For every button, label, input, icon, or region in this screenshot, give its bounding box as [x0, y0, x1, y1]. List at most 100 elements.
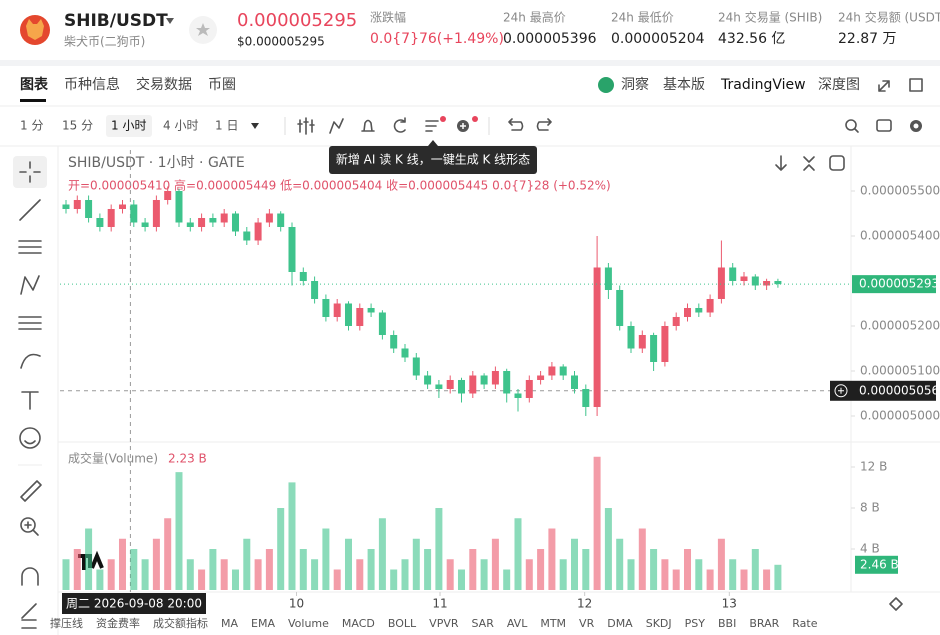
dropdown[interactable] — [166, 18, 174, 24]
indicator[interactable]: SKDJ — [646, 617, 672, 630]
text-tool[interactable] — [21, 391, 39, 410]
ai-kline-icon[interactable] — [425, 120, 439, 132]
candle-body — [175, 190, 183, 223]
volume-bar — [559, 559, 567, 590]
candle-body — [356, 307, 364, 326]
candle-body — [141, 222, 149, 227]
indicator[interactable]: Volume — [288, 617, 329, 630]
indicator[interactable]: BBI — [718, 617, 736, 630]
stat-value: 22.87 万 — [838, 31, 897, 47]
indicator[interactable]: AVL — [507, 617, 528, 630]
volume-tick-label: 8 B — [860, 501, 880, 515]
indicator[interactable]: SAR — [472, 617, 495, 630]
channel-tool[interactable] — [18, 240, 42, 254]
price: 0.000005295 — [237, 10, 357, 31]
tab[interactable]: 币种信息 — [64, 76, 120, 93]
cursor-price-tag — [830, 380, 936, 401]
brush-tool[interactable] — [20, 353, 41, 369]
candle-body — [390, 334, 398, 349]
indicator[interactable]: EMA — [251, 617, 275, 630]
fib-tool[interactable] — [18, 316, 42, 330]
interval[interactable]: 4 小时 — [163, 119, 198, 133]
indicator-menu[interactable] — [21, 619, 37, 629]
collapse-button[interactable] — [803, 156, 815, 171]
indicator[interactable]: Rate — [792, 617, 817, 630]
stat-value: 0.0{7}76(+1.49%) — [370, 31, 504, 47]
indicator[interactable]: 成交额指标 — [153, 616, 208, 630]
volume-bar — [277, 508, 285, 590]
volume-bar — [593, 456, 601, 590]
interval[interactable]: 1 小时 — [111, 119, 146, 133]
candle-body — [661, 325, 669, 362]
expand[interactable] — [878, 80, 890, 92]
magnet-tool[interactable] — [21, 567, 39, 586]
volume-bar — [616, 538, 624, 590]
stat-label: 24h 交易量 (SHIB) — [718, 10, 822, 25]
indicator[interactable]: 撑压线 — [50, 616, 83, 630]
zoom-tool[interactable] — [20, 517, 36, 533]
add-alert[interactable] — [834, 384, 848, 398]
volume-bar — [164, 518, 172, 590]
indicator-icon[interactable] — [329, 118, 344, 134]
settings-diamond[interactable] — [889, 597, 903, 611]
indicator[interactable]: BRAR — [749, 617, 779, 630]
indicator[interactable]: MA — [221, 617, 238, 630]
view-option[interactable]: TradingView — [720, 77, 806, 93]
alert-icon[interactable] — [361, 119, 375, 132]
interval[interactable]: 1 分 — [20, 119, 43, 133]
candle-body — [469, 375, 477, 394]
search[interactable] — [845, 119, 857, 131]
indicator[interactable]: VPVR — [429, 617, 459, 630]
stat-value: 0.000005204 — [611, 31, 705, 47]
indicator[interactable]: MTM — [540, 617, 566, 630]
pattern-tool[interactable] — [20, 275, 40, 295]
replay-icon[interactable] — [393, 117, 406, 133]
interval[interactable]: 15 分 — [62, 119, 93, 133]
window[interactable] — [909, 78, 923, 92]
volume-bar — [571, 538, 579, 590]
candle-body — [751, 276, 759, 286]
interval[interactable]: 1 日 — [215, 119, 238, 133]
tabs: 图表 币种信息 交易数据 币圈 — [20, 76, 236, 93]
scroll-button[interactable] — [775, 155, 787, 171]
redo[interactable] — [536, 118, 552, 131]
view-option[interactable]: 洞察 — [621, 76, 649, 93]
crosshair-tool[interactable] — [19, 161, 41, 183]
indicator[interactable]: 资金费率 — [96, 616, 140, 630]
indicator[interactable]: BOLL — [388, 617, 417, 630]
tab[interactable]: 交易数据 — [136, 76, 192, 93]
camera[interactable] — [876, 119, 892, 132]
stats: 涨跌幅 0.0{7}76(+1.49%) 24h 最高价 0.000005396 24h… — [370, 10, 940, 48]
tab[interactable]: 图表 — [20, 76, 49, 93]
indicator[interactable]: PSY — [685, 617, 706, 630]
candle-body — [684, 307, 692, 317]
undo[interactable] — [508, 118, 524, 131]
candle-body — [186, 222, 194, 227]
candle-body — [130, 204, 138, 223]
volume-bar — [175, 472, 183, 590]
volume-bar — [650, 549, 658, 590]
indicator[interactable]: VR — [579, 617, 595, 630]
indicator[interactable]: MACD — [342, 617, 375, 630]
line-tool[interactable] — [19, 199, 41, 221]
tab-underline — [20, 99, 46, 102]
view-option[interactable]: 深度图 — [818, 77, 860, 93]
coin-name: 柴犬币(二狗币) — [64, 35, 145, 49]
candle-icon[interactable] — [297, 117, 315, 135]
symbol[interactable]: SHIB/USDT — [64, 11, 168, 31]
candle-body — [763, 280, 771, 286]
lock-tool[interactable] — [21, 603, 37, 619]
volume-bar — [118, 538, 126, 590]
stat-label: 涨跌幅 — [370, 10, 406, 25]
view-option[interactable]: 基本版 — [663, 76, 705, 93]
fullscreen-button[interactable] — [829, 155, 845, 171]
candle-body — [650, 334, 658, 362]
interval-more[interactable] — [251, 123, 259, 129]
candle-body — [209, 217, 217, 223]
candle-body — [311, 280, 319, 299]
tab[interactable]: 币圈 — [208, 77, 236, 93]
emoji-tool[interactable] — [19, 427, 41, 449]
ruler-tool[interactable] — [20, 480, 42, 502]
volume-bar — [107, 559, 115, 590]
indicator[interactable]: DMA — [607, 617, 633, 630]
